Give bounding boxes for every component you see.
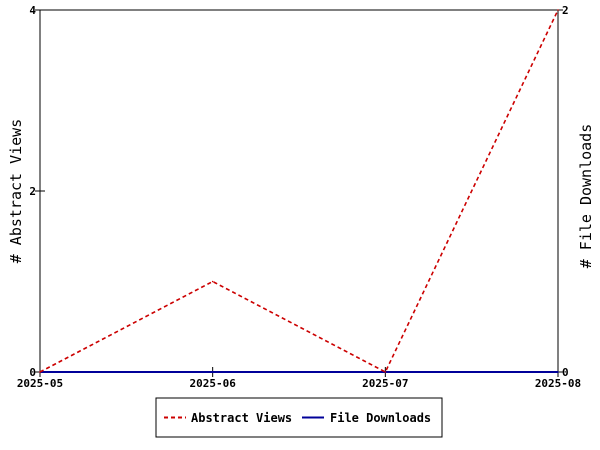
data-point-file-downloads [557, 371, 559, 373]
data-point-abstract-views [211, 280, 214, 283]
series-line-abstract-views [39, 9, 559, 374]
left-tick-label: 4 [29, 4, 36, 17]
legend-label-abstract-views: Abstract Views [191, 411, 292, 425]
left-tick-label: 0 [29, 366, 36, 379]
x-tick-label: 2025-08 [535, 377, 581, 390]
right-tick-label: 2 [562, 4, 569, 17]
left-tick-label: 2 [29, 185, 36, 198]
legend: Abstract Views File Downloads [155, 397, 443, 438]
data-point-abstract-views [557, 9, 559, 11]
right-axis-title: # File Downloads [577, 124, 595, 269]
x-tick-label: 2025-06 [189, 377, 236, 390]
legend-box [155, 397, 443, 438]
x-tick-label: 2025-05 [17, 377, 63, 390]
data-point-abstract-views [384, 371, 387, 373]
x-tick-label: 2025-07 [362, 377, 408, 390]
right-tick-label: 0 [562, 366, 569, 379]
data-point-abstract-views [39, 371, 41, 373]
plot-frame [39, 9, 559, 373]
legend-label-file-downloads: File Downloads [330, 411, 431, 425]
data-point-file-downloads [211, 371, 214, 373]
left-axis-title: # Abstract Views [7, 119, 25, 264]
series-layer [39, 9, 559, 374]
